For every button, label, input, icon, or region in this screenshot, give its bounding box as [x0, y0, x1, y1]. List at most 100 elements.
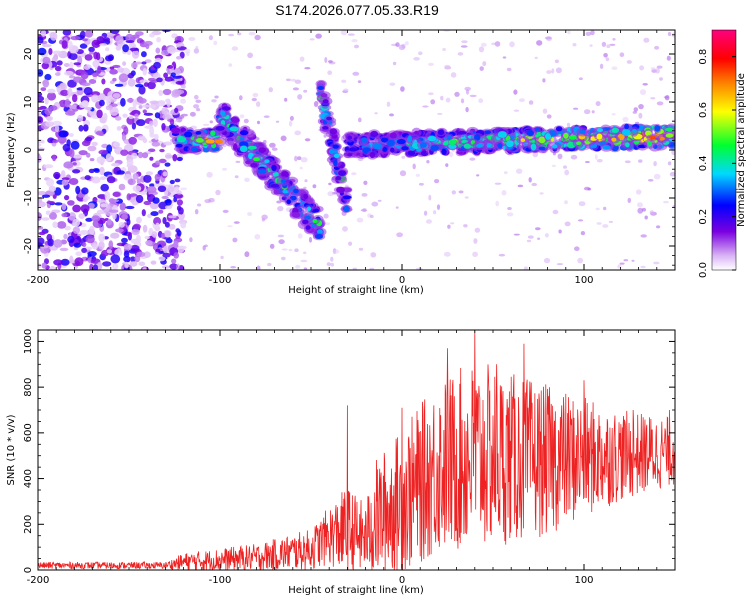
spectrogram-cell	[73, 62, 82, 66]
spectrogram-cell	[233, 143, 238, 151]
snr-ytick-label: 600	[23, 423, 34, 442]
spectrogram-cell	[478, 46, 485, 53]
spectrogram-cell	[611, 113, 616, 116]
spectrogram-cell	[109, 66, 115, 70]
spectrogram-cell	[68, 212, 76, 221]
spectrogram-cell	[564, 200, 568, 205]
spectrogram-cell	[611, 66, 618, 70]
spectrogram-cell	[110, 232, 120, 239]
spectrogram-cell	[132, 173, 139, 180]
spectrogram-cell	[563, 165, 567, 169]
spectrogram-cell	[297, 233, 303, 239]
spectrogram-cell	[328, 60, 333, 63]
spectrogram-cell	[184, 131, 193, 138]
spectrogram-cell	[72, 94, 78, 103]
spectrogram-cell	[56, 85, 62, 93]
spectrogram-cell	[305, 225, 311, 230]
spectrogram-cell	[196, 138, 204, 143]
spectrogram-cell	[570, 154, 578, 160]
snr-xtick-label: -200	[27, 575, 50, 586]
spectrogram-cell	[38, 138, 43, 144]
spectrogram-cell	[527, 235, 534, 239]
spectrogram-cell	[625, 142, 630, 148]
spectrogram-cell	[415, 173, 420, 177]
snr-ytick-label: 400	[23, 469, 34, 488]
spectrogram-ytick-label: 0	[23, 147, 34, 153]
spectrogram-cell	[229, 126, 239, 132]
spectrogram-cell	[167, 65, 174, 69]
spectrogram-cell	[115, 45, 122, 51]
spectrogram-cell	[61, 170, 66, 177]
snr-xtick-label: 0	[399, 575, 405, 586]
spectrogram-cell	[257, 169, 267, 174]
spectrogram-cell	[96, 109, 103, 119]
spectrogram-cell	[141, 152, 149, 159]
spectrogram-cell	[80, 71, 89, 80]
spectrogram-cell	[176, 135, 187, 143]
spectrogram-ytick-label: 10	[23, 96, 34, 109]
spectrogram-cell	[664, 95, 670, 101]
spectrogram-cell	[422, 105, 429, 108]
spectrogram-cell	[516, 168, 523, 174]
spectrogram-cell	[41, 262, 47, 269]
spectrogram-cell	[75, 251, 82, 256]
spectrogram-cell	[330, 262, 334, 267]
spectrogram-xtick-label: 0	[399, 275, 405, 286]
spectrogram-cell	[308, 236, 313, 243]
spectrogram-cell	[650, 97, 656, 100]
spectrogram-cell	[271, 164, 277, 172]
spectrogram-cell	[171, 127, 181, 134]
spectrogram-cell	[132, 223, 141, 230]
spectrogram-cell	[641, 207, 647, 212]
spectrogram-cell	[70, 140, 80, 150]
spectrogram-cell	[83, 87, 93, 96]
spectrogram-cell	[341, 79, 347, 84]
spectrogram-cell	[62, 30, 72, 36]
spectrogram-cell	[672, 205, 675, 208]
spectrogram-cell	[465, 106, 469, 113]
spectrogram-cell	[116, 67, 124, 73]
spectrogram-cell	[47, 238, 54, 247]
spectrogram-cell	[445, 97, 451, 103]
spectrogram-cell	[72, 204, 81, 213]
spectrogram-cell	[108, 240, 114, 250]
spectrogram-cell	[142, 267, 148, 270]
spectrogram-cell	[227, 225, 233, 228]
spectrogram-cell	[144, 59, 152, 63]
spectrogram-cell	[552, 144, 558, 149]
spectrogram-cell	[585, 31, 592, 36]
spectrogram-cell	[389, 132, 397, 138]
spectrogram-cell	[48, 185, 57, 192]
spectrogram-cell	[153, 217, 162, 226]
spectrogram-cell	[531, 182, 537, 187]
snr-ytick-label: 0	[23, 567, 34, 573]
spectrogram-cell	[161, 195, 169, 200]
spectrogram-cell	[142, 68, 148, 76]
spectrogram-cell	[83, 65, 91, 70]
spectrogram-cell	[280, 179, 286, 184]
spectrogram-cell	[136, 251, 146, 257]
spectrogram-cell	[323, 213, 329, 219]
spectrogram-cell	[336, 186, 345, 193]
spectrogram-cell	[381, 137, 389, 143]
spectrogram-cell	[401, 146, 409, 151]
spectrogram-cell	[208, 35, 213, 41]
spectrogram-cell	[526, 239, 532, 243]
spectrogram-cell	[288, 120, 293, 127]
spectrogram-cell	[171, 258, 177, 264]
spectrogram-cell	[79, 230, 89, 235]
spectrogram-cell	[113, 141, 121, 148]
spectrogram-cell	[50, 32, 58, 41]
spectrogram-cell	[557, 153, 563, 160]
spectrogram-cell	[79, 30, 86, 39]
spectrogram-cell	[659, 77, 663, 81]
spectrogram-cell	[142, 109, 147, 114]
spectrogram-cell	[38, 263, 42, 269]
spectrogram-cell	[156, 77, 163, 83]
spectrogram-cell	[176, 190, 182, 196]
spectrogram-cell	[348, 241, 353, 246]
spectrogram-cell	[295, 264, 301, 269]
spectrogram-cell	[105, 105, 113, 111]
spectrogram-cell	[176, 205, 182, 211]
